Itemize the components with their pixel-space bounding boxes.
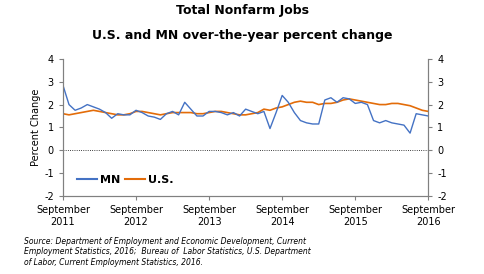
Legend: MN, U.S.: MN, U.S. [72, 170, 178, 189]
Text: U.S. and MN over-the-year percent change: U.S. and MN over-the-year percent change [92, 29, 392, 42]
Text: Total Nonfarm Jobs: Total Nonfarm Jobs [176, 4, 308, 17]
Text: Source: Department of Employment and Economic Development, Current
Employment St: Source: Department of Employment and Eco… [24, 237, 311, 267]
Y-axis label: Percent Change: Percent Change [31, 89, 41, 166]
